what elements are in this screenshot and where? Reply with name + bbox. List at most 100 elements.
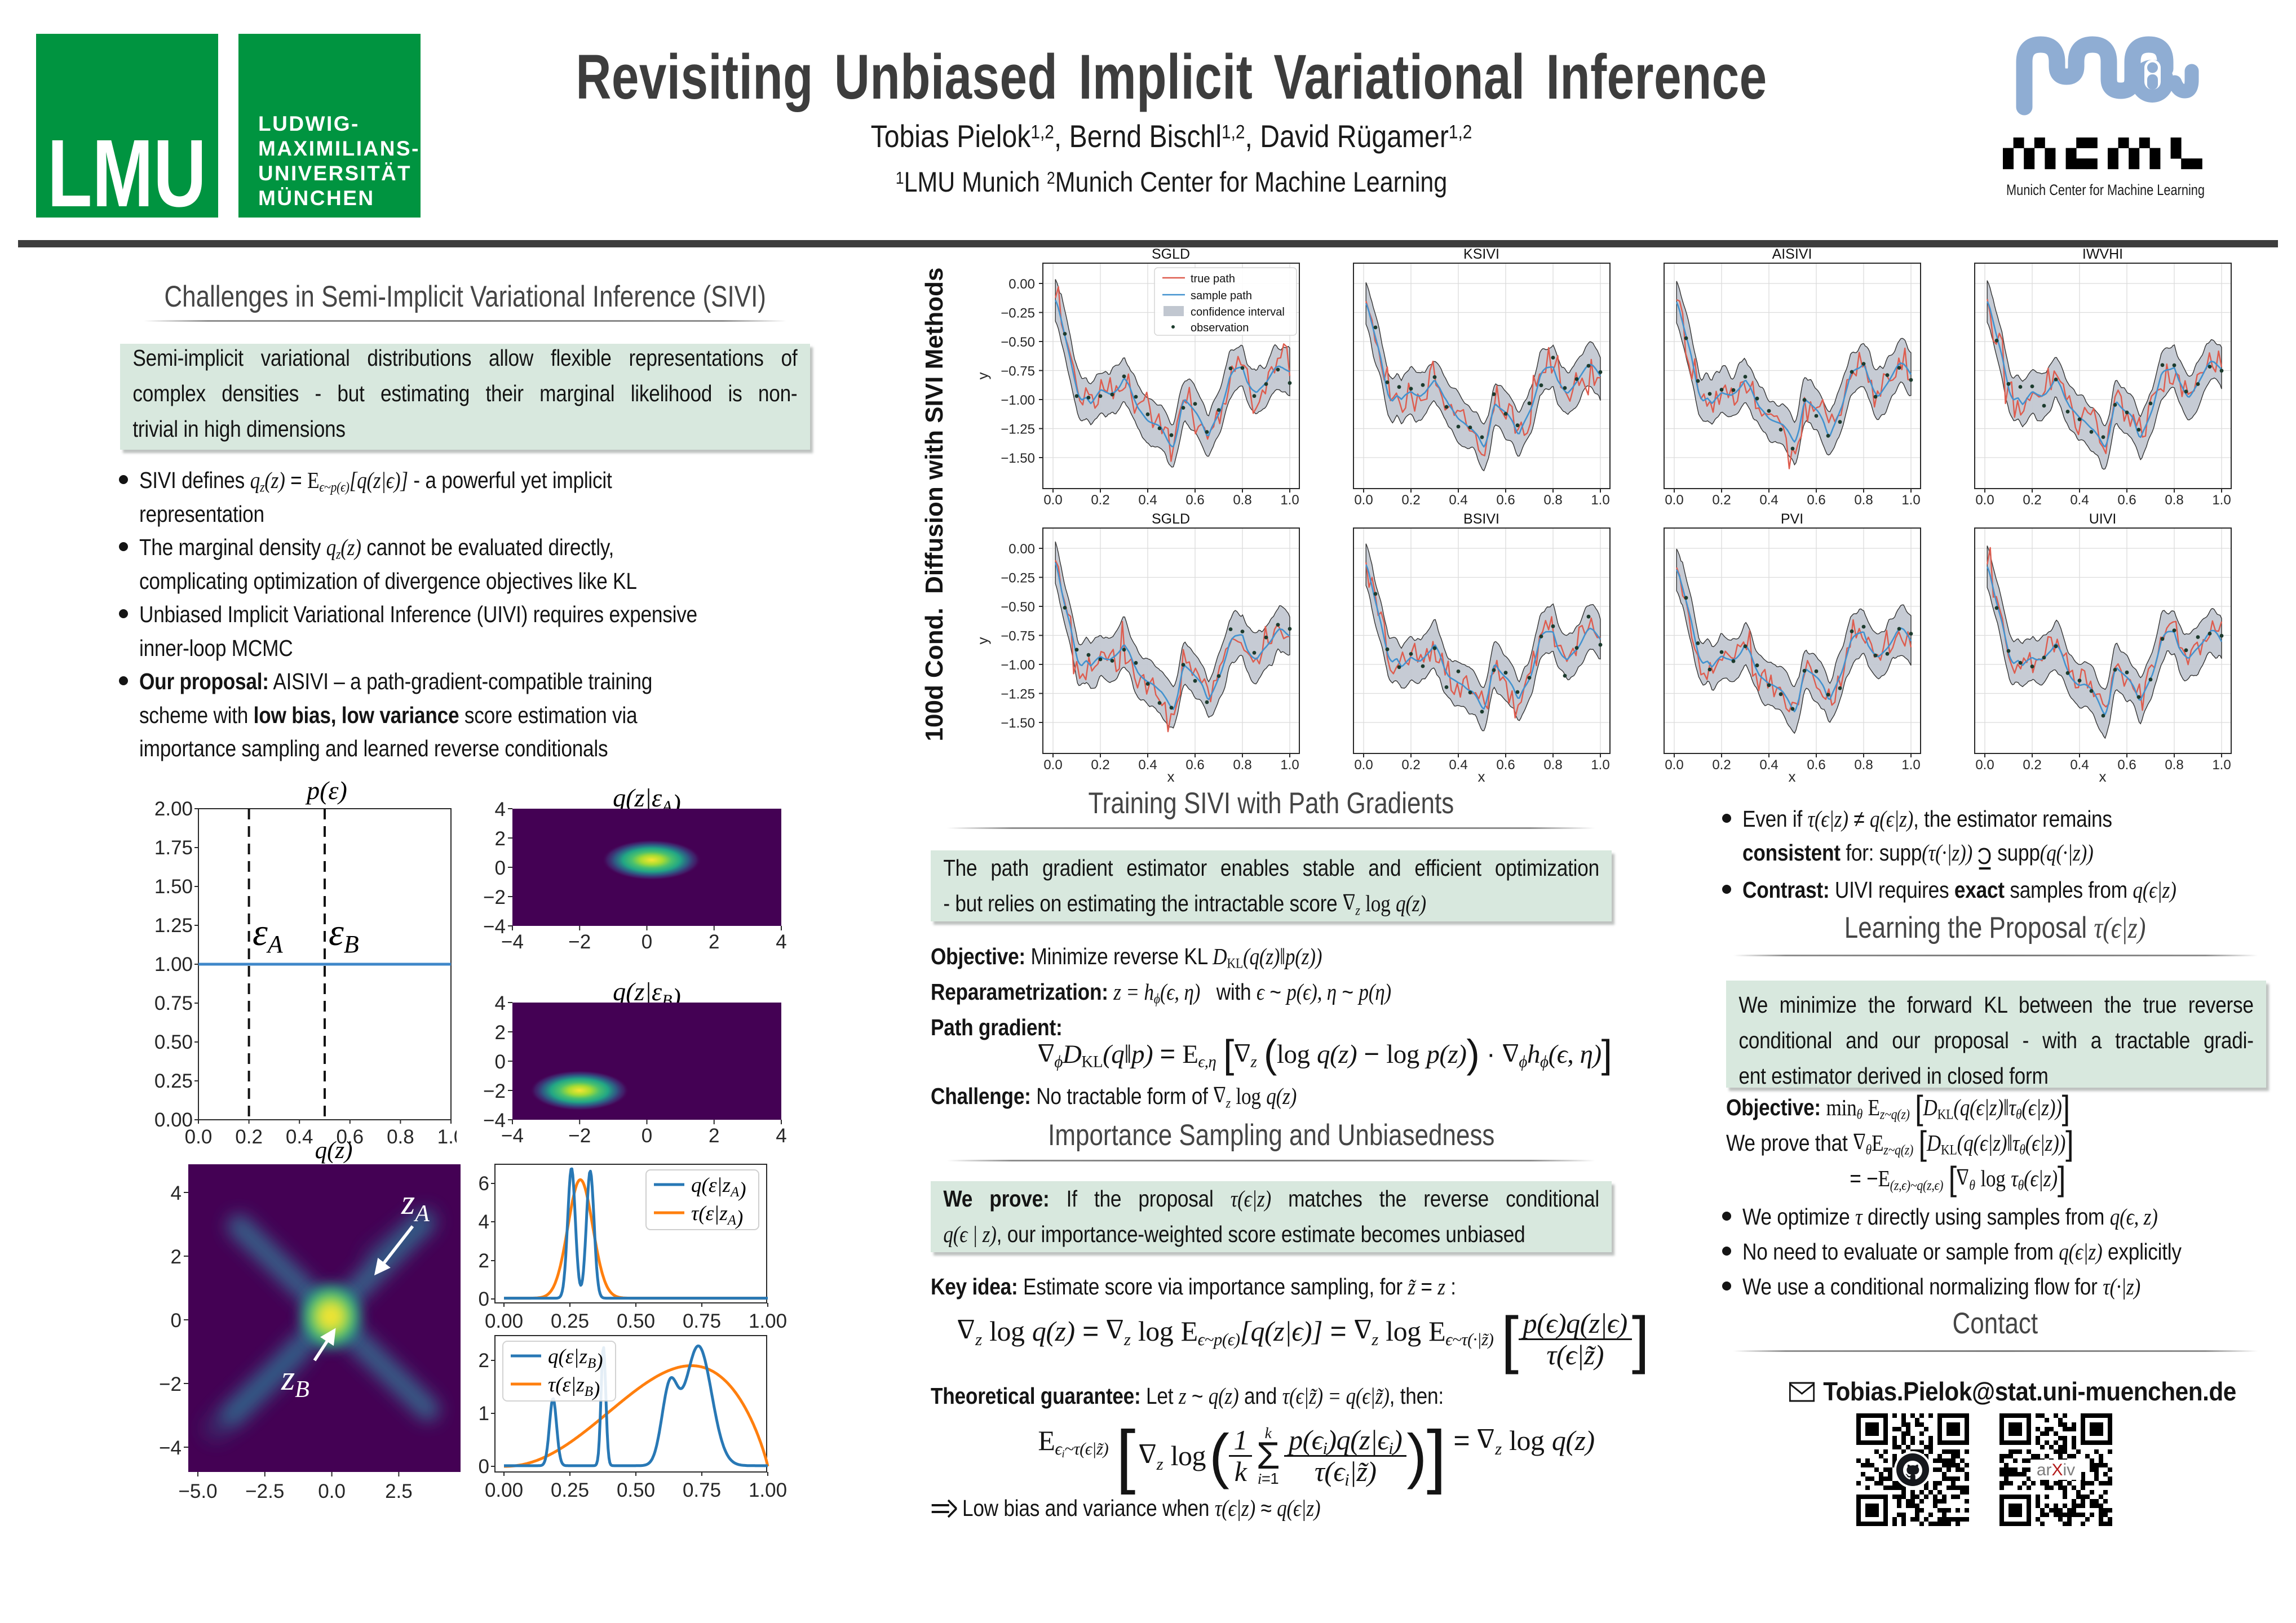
svg-text:0.2: 0.2 bbox=[1712, 757, 1731, 773]
svg-text:4: 4 bbox=[495, 992, 506, 1014]
svg-text:0.4: 0.4 bbox=[1759, 493, 1778, 508]
svg-text:0.2: 0.2 bbox=[1712, 493, 1731, 508]
svg-text:0: 0 bbox=[479, 1456, 489, 1478]
svg-text:−2: −2 bbox=[568, 931, 591, 953]
svg-text:0.2: 0.2 bbox=[1091, 757, 1109, 773]
svg-text:0.0: 0.0 bbox=[1665, 757, 1683, 773]
svg-text:0: 0 bbox=[495, 857, 506, 879]
svg-text:0.2: 0.2 bbox=[2023, 493, 2041, 508]
svg-text:0.6: 0.6 bbox=[336, 1126, 364, 1148]
svg-text:y: y bbox=[975, 637, 991, 645]
svg-text:1.00: 1.00 bbox=[154, 954, 193, 975]
svg-text:MÜNCHEN: MÜNCHEN bbox=[258, 187, 375, 210]
svg-text:0.2: 0.2 bbox=[1401, 493, 1420, 508]
svg-text:−4: −4 bbox=[501, 931, 524, 953]
svg-text:2: 2 bbox=[479, 1350, 489, 1372]
svg-text:1.0: 1.0 bbox=[1591, 493, 1609, 508]
svg-text:4: 4 bbox=[171, 1182, 182, 1204]
svg-text:0: 0 bbox=[479, 1288, 489, 1310]
svg-text:1.0: 1.0 bbox=[2212, 757, 2231, 773]
svg-text:1.0: 1.0 bbox=[1280, 493, 1299, 508]
svg-text:4: 4 bbox=[495, 799, 506, 821]
svg-text:4: 4 bbox=[776, 931, 786, 953]
svg-text:−4: −4 bbox=[159, 1437, 182, 1459]
svg-text:0.2: 0.2 bbox=[1091, 493, 1109, 508]
svg-text:−1.00: −1.00 bbox=[1001, 393, 1035, 408]
svg-text:x: x bbox=[2099, 768, 2107, 785]
svg-text:−1.25: −1.25 bbox=[1001, 422, 1035, 437]
svg-text:KSIVI: KSIVI bbox=[1463, 246, 1499, 262]
svg-text:0.8: 0.8 bbox=[2165, 493, 2183, 508]
svg-text:SGLD: SGLD bbox=[1152, 511, 1190, 527]
svg-text:−0.50: −0.50 bbox=[1001, 600, 1035, 615]
svg-text:−4: −4 bbox=[483, 916, 506, 938]
svg-text:−0.25: −0.25 bbox=[1001, 306, 1035, 321]
svg-text:IWVHI: IWVHI bbox=[2082, 246, 2123, 262]
svg-text:UIVI: UIVI bbox=[2089, 511, 2117, 527]
svg-text:−2: −2 bbox=[483, 886, 506, 908]
svg-text:q(z): q(z) bbox=[315, 1137, 353, 1164]
svg-text:1: 1 bbox=[479, 1403, 489, 1425]
svg-text:0.8: 0.8 bbox=[1854, 757, 1873, 773]
svg-text:0.00: 0.00 bbox=[1008, 277, 1035, 292]
svg-text:0.2: 0.2 bbox=[235, 1126, 263, 1148]
svg-text:0.0: 0.0 bbox=[1665, 493, 1683, 508]
svg-text:LUDWIG-: LUDWIG- bbox=[258, 112, 360, 135]
svg-text:0.25: 0.25 bbox=[551, 1479, 589, 1501]
svg-text:0: 0 bbox=[642, 931, 652, 953]
svg-text:0.0: 0.0 bbox=[1975, 493, 1994, 508]
svg-text:0.8: 0.8 bbox=[1233, 493, 1251, 508]
svg-text:observation: observation bbox=[1191, 322, 1249, 334]
svg-text:1.0: 1.0 bbox=[1901, 493, 1920, 508]
svg-text:0.50: 0.50 bbox=[617, 1479, 655, 1501]
svg-text:0.4: 0.4 bbox=[1138, 757, 1157, 773]
svg-text:−1.00: −1.00 bbox=[1001, 658, 1035, 673]
svg-text:−0.75: −0.75 bbox=[1001, 629, 1035, 644]
svg-text:0.75: 0.75 bbox=[154, 992, 193, 1014]
svg-text:0.00: 0.00 bbox=[485, 1479, 523, 1501]
svg-text:PVI: PVI bbox=[1781, 511, 1803, 527]
svg-text:LMU: LMU bbox=[47, 120, 206, 218]
svg-text:y: y bbox=[975, 373, 991, 380]
svg-text:0.6: 0.6 bbox=[1185, 757, 1204, 773]
svg-text:UNIVERSITÄT: UNIVERSITÄT bbox=[258, 162, 412, 185]
svg-text:0: 0 bbox=[642, 1125, 652, 1147]
svg-text:−2: −2 bbox=[568, 1125, 591, 1147]
svg-text:0.8: 0.8 bbox=[1854, 493, 1873, 508]
svg-text:0.4: 0.4 bbox=[1138, 493, 1157, 508]
svg-text:0.6: 0.6 bbox=[1185, 493, 1204, 508]
svg-text:2: 2 bbox=[479, 1250, 489, 1272]
svg-text:1.00: 1.00 bbox=[749, 1310, 787, 1332]
svg-text:0.4: 0.4 bbox=[2070, 493, 2089, 508]
svg-text:1.0: 1.0 bbox=[1280, 757, 1299, 773]
svg-text:−0.50: −0.50 bbox=[1001, 335, 1035, 350]
svg-text:0.25: 0.25 bbox=[551, 1310, 589, 1332]
svg-text:0.0: 0.0 bbox=[1354, 493, 1373, 508]
svg-text:−0.25: −0.25 bbox=[1001, 571, 1035, 586]
svg-text:0.50: 0.50 bbox=[617, 1310, 655, 1332]
svg-text:0: 0 bbox=[171, 1310, 182, 1332]
svg-text:4: 4 bbox=[776, 1125, 786, 1147]
svg-text:−1.50: −1.50 bbox=[1001, 451, 1035, 466]
svg-text:2: 2 bbox=[709, 931, 719, 953]
svg-text:0.0: 0.0 bbox=[1043, 493, 1062, 508]
svg-text:0.8: 0.8 bbox=[1543, 493, 1562, 508]
svg-text:0.6: 0.6 bbox=[1496, 493, 1515, 508]
svg-text:0: 0 bbox=[495, 1051, 506, 1073]
svg-text:1.0: 1.0 bbox=[437, 1126, 457, 1148]
svg-text:0.8: 0.8 bbox=[387, 1126, 414, 1148]
svg-text:−1.50: −1.50 bbox=[1001, 716, 1035, 731]
svg-text:0.4: 0.4 bbox=[1449, 757, 1467, 773]
svg-text:0.00: 0.00 bbox=[1008, 542, 1035, 557]
svg-text:0.50: 0.50 bbox=[154, 1031, 193, 1053]
svg-text:1.00: 1.00 bbox=[749, 1479, 787, 1501]
svg-text:0.8: 0.8 bbox=[1543, 757, 1562, 773]
svg-text:0.8: 0.8 bbox=[1233, 757, 1251, 773]
svg-text:2.5: 2.5 bbox=[385, 1480, 413, 1502]
svg-text:0.6: 0.6 bbox=[2117, 493, 2136, 508]
svg-text:1.0: 1.0 bbox=[1591, 757, 1609, 773]
svg-text:sample path: sample path bbox=[1191, 290, 1252, 302]
svg-text:Munich Center for Machine Lear: Munich Center for Machine Learning bbox=[2006, 181, 2205, 198]
svg-text:−0.75: −0.75 bbox=[1001, 364, 1035, 379]
svg-text:0.0: 0.0 bbox=[1043, 757, 1062, 773]
